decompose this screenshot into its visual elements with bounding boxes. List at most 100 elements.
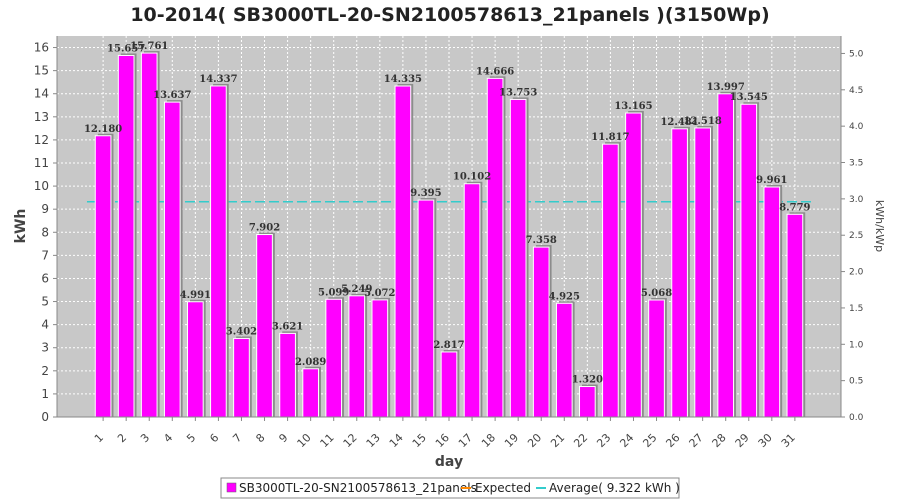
x-tick-label-29: 30 [756, 431, 775, 450]
bar-day-8 [256, 234, 273, 418]
x-tick-label-20: 21 [548, 431, 567, 450]
x-axis-ticks: 1 2 3 4 5 6 7 8 9 10 11 12 13 14 15 16 17 18 19 20 21 22 23 24 2… [92, 417, 798, 450]
x-tick-label-27: 28 [710, 431, 729, 450]
bar-day-20 [532, 246, 550, 418]
data-label-day-1: 12.180 [84, 124, 122, 135]
data-label-day-24: 13.165 [614, 101, 652, 112]
legend: SB3000TL-20-SN2100578613_21panels Expect… [220, 477, 680, 499]
data-label-day-12: 5.249 [341, 284, 372, 295]
bar-day-10 [302, 368, 319, 418]
y-axis-right-title-group: kWh/kWp [873, 200, 886, 252]
x-tick-label-28: 29 [733, 431, 752, 450]
y-tick-label-12: 12 [34, 133, 49, 147]
y-right-tick-label-8: 4.0 [849, 122, 864, 132]
bar-day-28 [717, 93, 735, 418]
data-label-day-9: 3.621 [272, 321, 303, 332]
bar-day-30 [763, 186, 781, 418]
y-axis-right-ticks: 0.0 0.5 1.0 1.5 2.0 2.5 3.0 3.5 4.0 4.5 5.0 [841, 49, 864, 423]
data-label-day-3: 15.761 [130, 41, 168, 52]
y-tick-label-8: 8 [41, 225, 49, 239]
legend-swatch-bar [226, 482, 237, 493]
bar-day-25 [648, 299, 665, 418]
bar-day-24 [625, 112, 642, 418]
data-label-day-27: 12.518 [684, 116, 722, 127]
x-tick-label-22: 23 [594, 431, 613, 450]
y-right-tick-label-3: 1.5 [849, 304, 863, 314]
bar-day-18 [486, 77, 504, 418]
data-label-day-17: 10.102 [453, 172, 491, 183]
x-tick-label-19: 20 [525, 431, 544, 450]
bar-day-14 [394, 85, 412, 418]
y-tick-label-0: 0 [41, 410, 49, 424]
y-tick-label-7: 7 [41, 248, 49, 262]
data-label-day-16: 2.817 [433, 340, 464, 351]
data-label-day-20: 7.358 [526, 235, 557, 246]
data-label-day-5: 4.991 [180, 290, 211, 301]
x-tick-label-30: 31 [779, 431, 798, 450]
y-right-tick-label-10: 5.0 [849, 49, 864, 59]
data-label-day-7: 3.402 [226, 326, 257, 337]
legend-label-average: Average( 9.322 kWh ) [549, 481, 680, 495]
bar-day-17 [463, 183, 481, 418]
y-tick-label-15: 15 [34, 64, 49, 78]
y-right-tick-label-9: 4.5 [849, 86, 863, 96]
x-tick-label-0: 1 [92, 431, 106, 445]
y-tick-label-2: 2 [41, 364, 49, 378]
x-tick-label-8: 9 [276, 431, 290, 445]
x-tick-label-5: 6 [207, 431, 221, 445]
data-label-day-8: 7.902 [249, 223, 280, 234]
bar-day-9 [279, 332, 296, 418]
bar-day-29 [740, 103, 758, 418]
y-tick-label-9: 9 [41, 202, 49, 216]
data-label-day-19: 13.753 [499, 87, 537, 98]
data-label-day-6: 14.337 [199, 74, 237, 85]
x-tick-label-13: 14 [387, 431, 406, 450]
bar-day-1 [94, 135, 112, 418]
bar-day-26 [671, 128, 688, 418]
data-label-day-28: 13.997 [707, 82, 745, 93]
bar-day-27 [694, 127, 711, 418]
x-tick-label-15: 16 [433, 431, 452, 450]
y-tick-label-11: 11 [34, 156, 49, 170]
y-axis-title: kWh [13, 209, 29, 244]
bar-day-16 [440, 351, 458, 418]
x-tick-label-21: 22 [571, 431, 590, 450]
y-right-tick-label-2: 1.0 [849, 340, 864, 350]
x-tick-label-10: 11 [318, 431, 337, 450]
bar-day-6 [210, 85, 227, 418]
bar-day-31 [786, 213, 804, 418]
y-right-tick-label-1: 0.5 [849, 377, 863, 387]
bar-day-15 [417, 199, 435, 418]
y-right-tick-label-0: 0.0 [849, 413, 864, 423]
y-right-tick-label-4: 2.0 [849, 268, 864, 278]
data-label-day-25: 5.068 [641, 288, 672, 299]
bar-day-4 [163, 101, 181, 418]
data-label-day-4: 13.637 [153, 90, 191, 101]
legend-label-expected: Expected [475, 481, 531, 495]
y-tick-label-4: 4 [41, 318, 49, 332]
y-tick-label-1: 1 [41, 387, 49, 401]
x-tick-label-26: 27 [687, 431, 706, 450]
data-label-day-14: 14.335 [384, 74, 422, 85]
data-label-day-30: 9.961 [756, 175, 787, 186]
x-tick-label-11: 12 [341, 431, 360, 450]
data-label-day-21: 4.925 [549, 291, 580, 302]
y-tick-label-5: 5 [41, 295, 49, 309]
bar-day-13 [371, 299, 389, 418]
data-label-day-18: 14.666 [476, 66, 514, 77]
chart-title: 10-2014( SB3000TL-20-SN2100578613_21pane… [130, 4, 769, 26]
x-tick-label-14: 15 [410, 431, 429, 450]
bar-day-22 [579, 386, 596, 418]
data-label-day-10: 2.089 [295, 357, 326, 368]
x-tick-label-24: 25 [640, 431, 659, 450]
data-label-day-29: 13.545 [730, 92, 768, 103]
x-tick-label-3: 4 [161, 431, 175, 445]
y-axis-title-group: kWh [13, 209, 29, 244]
data-label-day-2: 15.657 [107, 43, 145, 54]
bar-day-7 [233, 337, 250, 418]
data-label-day-13: 5.072 [364, 288, 395, 299]
x-tick-label-25: 26 [663, 431, 682, 450]
y-tick-label-14: 14 [34, 87, 49, 101]
